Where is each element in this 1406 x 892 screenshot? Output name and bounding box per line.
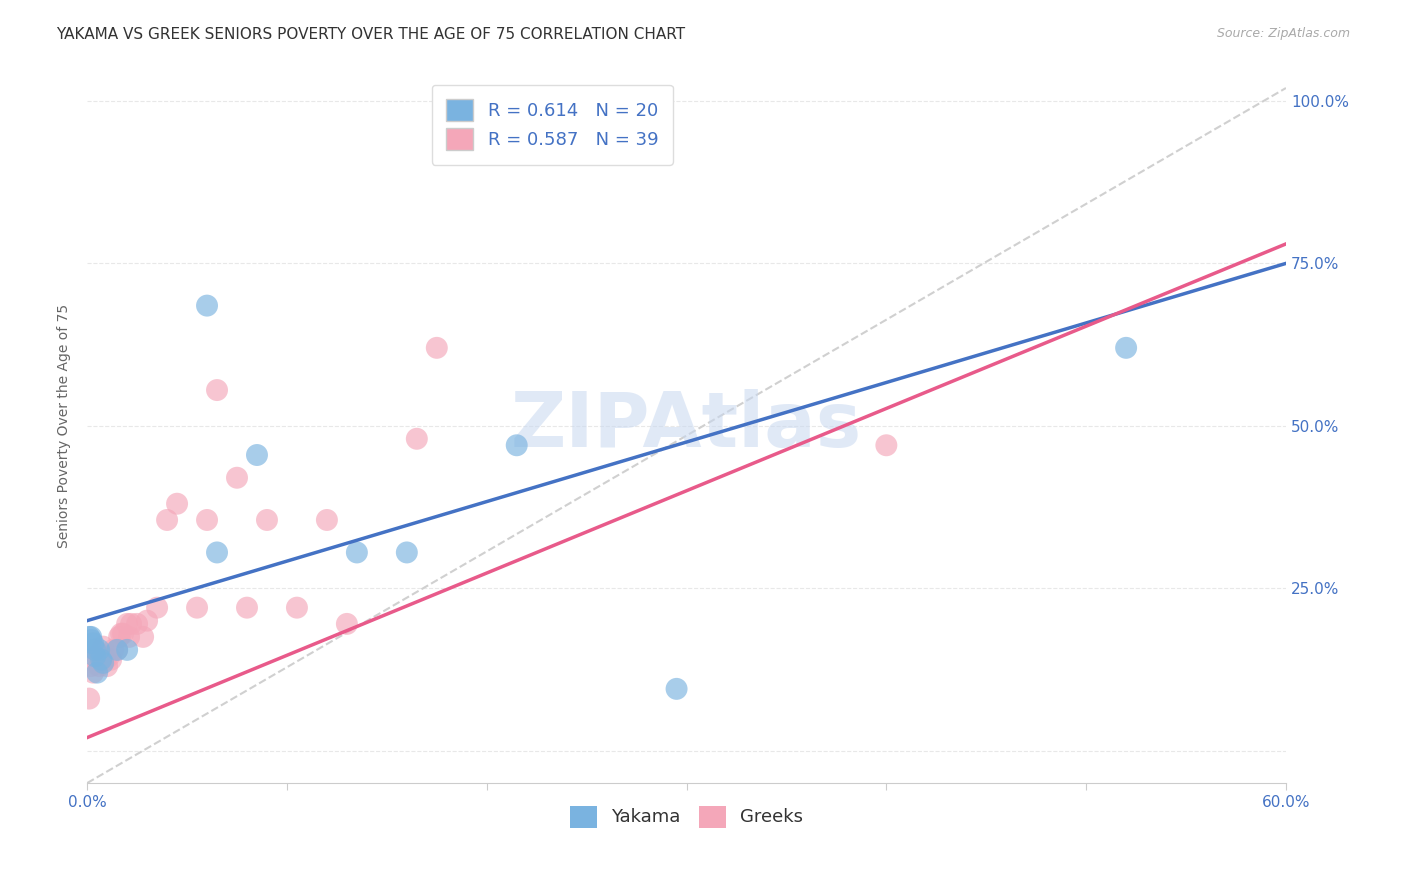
Point: [236, 600, 259, 615]
Point: [118, 630, 141, 644]
Text: YAKAMA VS GREEK SENIORS POVERTY OVER THE AGE OF 75 CORRELATION CHART: YAKAMA VS GREEK SENIORS POVERTY OVER THE…: [56, 27, 685, 42]
Point: [89, 643, 111, 657]
Point: [82, 636, 104, 650]
Point: [84, 649, 107, 664]
Point: [91, 640, 114, 654]
Point: [86, 649, 108, 664]
Point: [101, 643, 124, 657]
Point: [91, 656, 114, 670]
Point: [226, 471, 249, 485]
Text: ZIPAtlas: ZIPAtlas: [510, 389, 862, 463]
Point: [186, 600, 208, 615]
Point: [108, 630, 131, 644]
Point: [127, 616, 149, 631]
Legend: Yakama, Greeks: Yakama, Greeks: [562, 798, 810, 835]
Point: [90, 652, 112, 666]
Point: [89, 659, 111, 673]
Point: [115, 616, 138, 631]
Point: [84, 643, 107, 657]
Point: [80, 630, 103, 644]
Point: [875, 438, 897, 452]
Point: [90, 649, 112, 664]
Point: [112, 626, 135, 640]
Point: [506, 438, 529, 452]
Point: [136, 614, 159, 628]
Point: [77, 630, 100, 644]
Point: [1115, 341, 1137, 355]
Point: [665, 681, 688, 696]
Point: [256, 513, 278, 527]
Point: [110, 626, 132, 640]
Text: Source: ZipAtlas.com: Source: ZipAtlas.com: [1216, 27, 1350, 40]
Point: [96, 659, 118, 673]
Point: [80, 659, 103, 673]
Point: [285, 600, 308, 615]
Point: [86, 665, 108, 680]
Point: [98, 649, 121, 664]
Point: [84, 643, 107, 657]
Point: [336, 616, 359, 631]
Point: [115, 643, 138, 657]
Point: [426, 341, 449, 355]
Point: [100, 652, 122, 666]
Point: [246, 448, 269, 462]
Point: [205, 383, 228, 397]
Point: [316, 513, 339, 527]
Point: [395, 545, 418, 559]
Y-axis label: Seniors Poverty Over the Age of 75: Seniors Poverty Over the Age of 75: [58, 303, 72, 548]
Point: [89, 646, 111, 660]
Point: [105, 643, 128, 657]
Point: [156, 513, 179, 527]
Point: [146, 600, 169, 615]
Point: [205, 545, 228, 559]
Point: [80, 633, 103, 648]
Point: [132, 630, 155, 644]
Point: [405, 432, 427, 446]
Point: [166, 497, 188, 511]
Point: [82, 665, 104, 680]
Point: [77, 691, 100, 706]
Point: [105, 643, 128, 657]
Point: [120, 616, 142, 631]
Point: [346, 545, 368, 559]
Point: [94, 652, 117, 666]
Point: [195, 513, 218, 527]
Point: [195, 299, 218, 313]
